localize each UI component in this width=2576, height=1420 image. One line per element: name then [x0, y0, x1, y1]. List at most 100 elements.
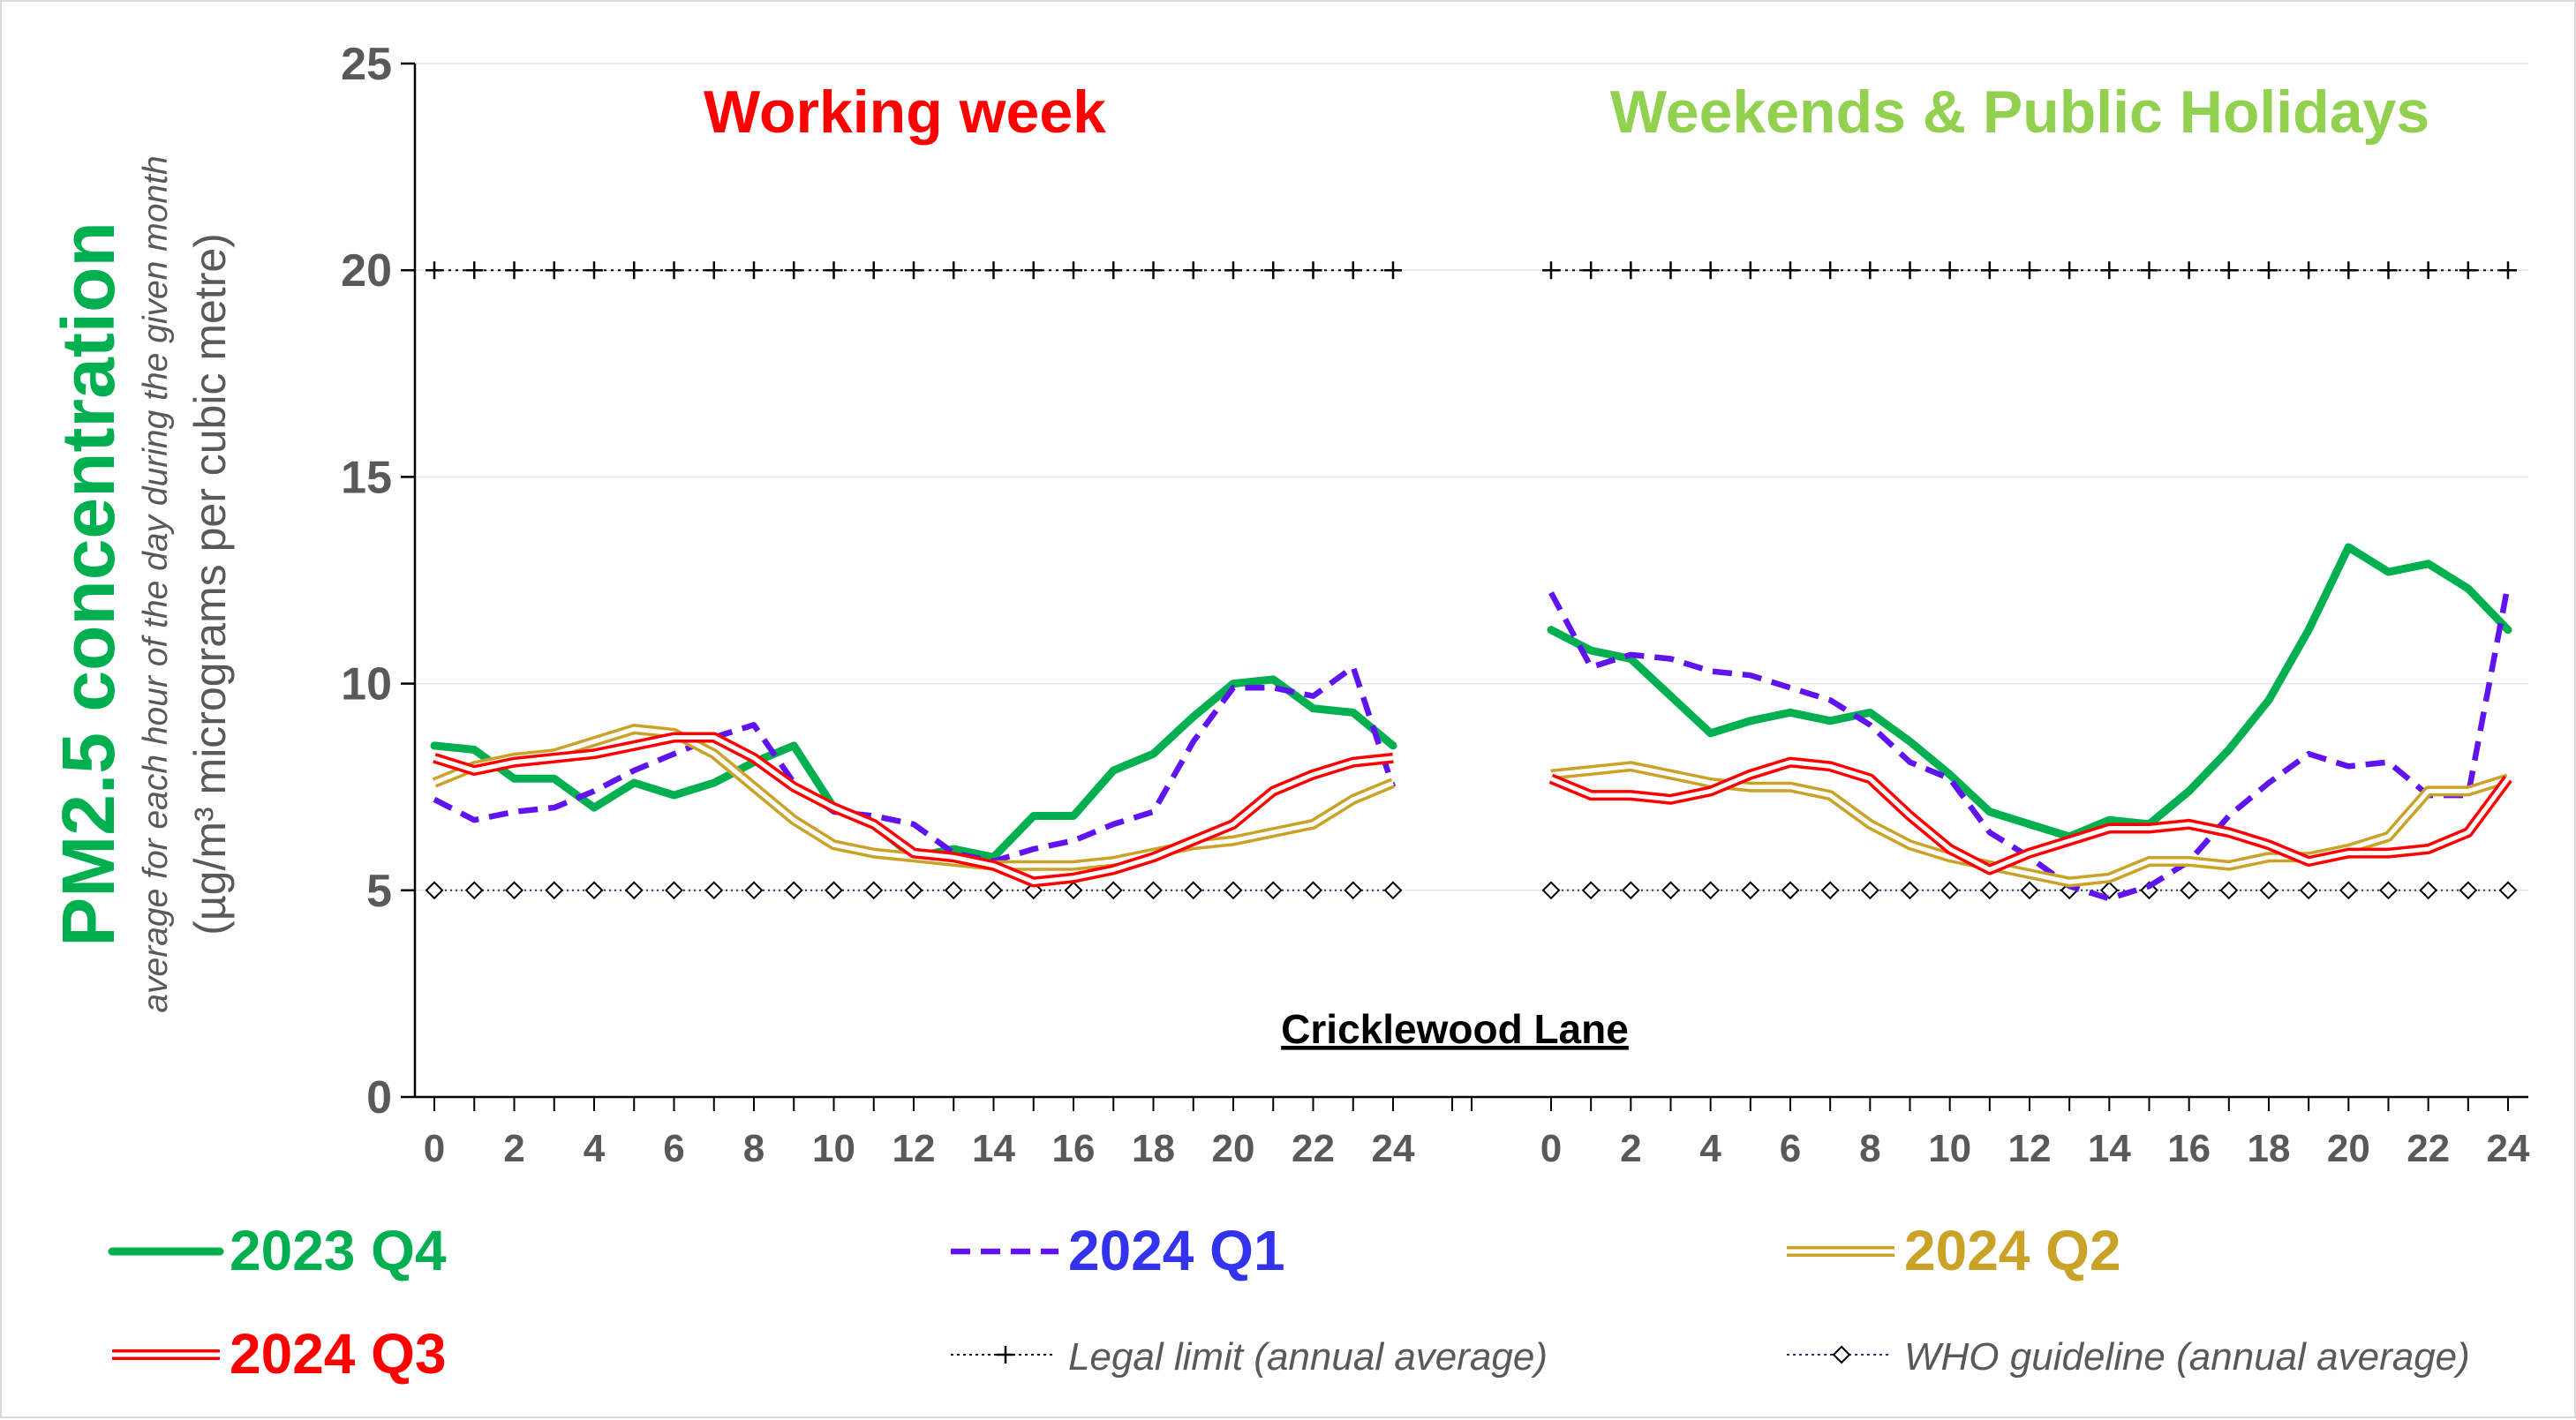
reference-marker-diamond — [1103, 881, 1123, 900]
reference-marker-plus — [1741, 261, 1759, 280]
reference-marker-plus — [1184, 261, 1202, 280]
series-line-2024-q1-weekend — [1548, 583, 2512, 902]
reference-marker-plus — [1980, 261, 1999, 280]
series-line-2024-q3-working-week-inner — [433, 735, 1394, 884]
x-tick-label: 6 — [1780, 1127, 1801, 1170]
reference-marker-diamond — [1184, 881, 1203, 900]
x-tick-label: 20 — [1212, 1127, 1255, 1170]
reference-marker-plus — [984, 261, 1003, 280]
x-tick-label: 8 — [1859, 1127, 1880, 1170]
x-tick-label: 22 — [2407, 1127, 2450, 1170]
reference-marker-plus — [745, 261, 763, 280]
reference-marker-plus — [1781, 261, 1799, 280]
reference-marker-plus — [2180, 261, 2198, 280]
legend-reference-label: Legal limit (annual average) — [1068, 1335, 1548, 1379]
reference-marker-diamond — [2498, 881, 2518, 900]
reference-marker-diamond — [2259, 881, 2278, 900]
reference-marker-plus — [704, 261, 723, 280]
reference-marker-plus — [625, 261, 644, 280]
reference-marker-diamond — [584, 881, 604, 900]
legend-label: 2023 Q4 — [230, 1219, 447, 1282]
reference-marker-plus — [1940, 261, 1959, 280]
reference-marker-diamond — [665, 881, 683, 900]
reference-marker-plus — [505, 261, 523, 280]
x-tick-label: 0 — [1540, 1127, 1562, 1170]
reference-marker-plus — [1224, 261, 1242, 280]
series-line-2024-q3-weekend-inner — [1550, 760, 2511, 872]
x-tick-label: 12 — [2008, 1127, 2052, 1170]
reference-marker-diamond — [1860, 881, 1879, 900]
reference-marker-plus — [2379, 261, 2398, 280]
reference-marker-plus — [1861, 261, 1879, 280]
reference-marker-plus — [945, 261, 963, 280]
reference-marker-plus — [2499, 261, 2517, 280]
legend-label: 2024 Q2 — [1904, 1219, 2121, 1282]
reference-marker-plus — [1384, 261, 1402, 280]
reference-marker-diamond — [1781, 881, 1800, 900]
reference-marker-plus — [426, 261, 443, 280]
reference-marker-plus — [585, 261, 603, 280]
legend-label: 2024 Q1 — [1068, 1219, 1285, 1282]
reference-marker-diamond — [864, 881, 884, 900]
x-tick-label: 4 — [584, 1127, 606, 1170]
reference-marker-plus — [905, 261, 923, 280]
y-tick-label: 20 — [341, 245, 392, 297]
x-tick-label: 16 — [1052, 1127, 1096, 1170]
reference-marker-diamond — [2020, 881, 2039, 900]
reference-marker-diamond — [1940, 881, 1960, 900]
reference-marker-plus — [1661, 261, 1680, 280]
reference-marker-plus — [2339, 261, 2358, 280]
x-tick-label: 4 — [1699, 1127, 1721, 1170]
reference-marker-diamond — [624, 881, 644, 900]
legend-marker-plus — [997, 1346, 1014, 1364]
reference-marker-diamond — [464, 881, 484, 900]
panel-title: Working week — [704, 79, 1106, 146]
y-axis-subtitle: average for each hour of the day during … — [137, 155, 175, 1012]
reference-marker-diamond — [744, 881, 764, 900]
reference-marker-diamond — [704, 881, 724, 900]
reference-marker-plus — [1304, 261, 1322, 280]
reference-marker-plus — [1024, 261, 1043, 280]
legend-label: 2024 Q3 — [230, 1322, 447, 1386]
reference-marker-plus — [545, 261, 563, 280]
reference-marker-diamond — [2379, 881, 2398, 900]
reference-marker-diamond — [1144, 881, 1163, 900]
reference-marker-diamond — [1661, 881, 1680, 900]
reference-marker-plus — [2219, 261, 2238, 280]
reference-marker-diamond — [1541, 881, 1561, 900]
location-annotation: Cricklewood Lane — [1281, 1006, 1629, 1052]
reference-marker-diamond — [2180, 881, 2199, 900]
reference-marker-plus — [1901, 261, 1919, 280]
reference-marker-plus — [465, 261, 484, 280]
x-tick-label: 24 — [1372, 1127, 1415, 1170]
x-tick-label: 10 — [812, 1127, 855, 1170]
reference-marker-diamond — [1263, 881, 1283, 900]
x-tick-label: 18 — [1132, 1127, 1175, 1170]
reference-marker-plus — [2459, 261, 2477, 280]
reference-marker-plus — [2260, 261, 2278, 280]
reference-marker-diamond — [1701, 881, 1721, 900]
reference-marker-diamond — [2299, 881, 2318, 900]
y-tick-label: 15 — [341, 452, 392, 503]
reference-marker-plus — [1344, 261, 1362, 280]
reference-marker-plus — [825, 261, 843, 280]
reference-marker-plus — [665, 261, 683, 280]
x-tick-label: 2 — [503, 1127, 524, 1170]
x-tick-label: 2 — [1620, 1127, 1641, 1170]
x-tick-label: 24 — [2487, 1127, 2530, 1170]
reference-marker-diamond — [944, 881, 963, 900]
reference-marker-plus — [1264, 261, 1283, 280]
x-tick-label: 22 — [1292, 1127, 1335, 1170]
reference-marker-plus — [864, 261, 883, 280]
reference-marker-plus — [2140, 261, 2158, 280]
reference-marker-diamond — [784, 881, 803, 900]
reference-marker-diamond — [2219, 881, 2239, 900]
reference-marker-plus — [1582, 261, 1601, 280]
reference-marker-diamond — [2459, 881, 2478, 900]
reference-marker-plus — [2100, 261, 2119, 280]
reference-marker-diamond — [1820, 881, 1840, 900]
reference-marker-diamond — [904, 881, 923, 900]
reference-marker-diamond — [1901, 881, 1919, 900]
